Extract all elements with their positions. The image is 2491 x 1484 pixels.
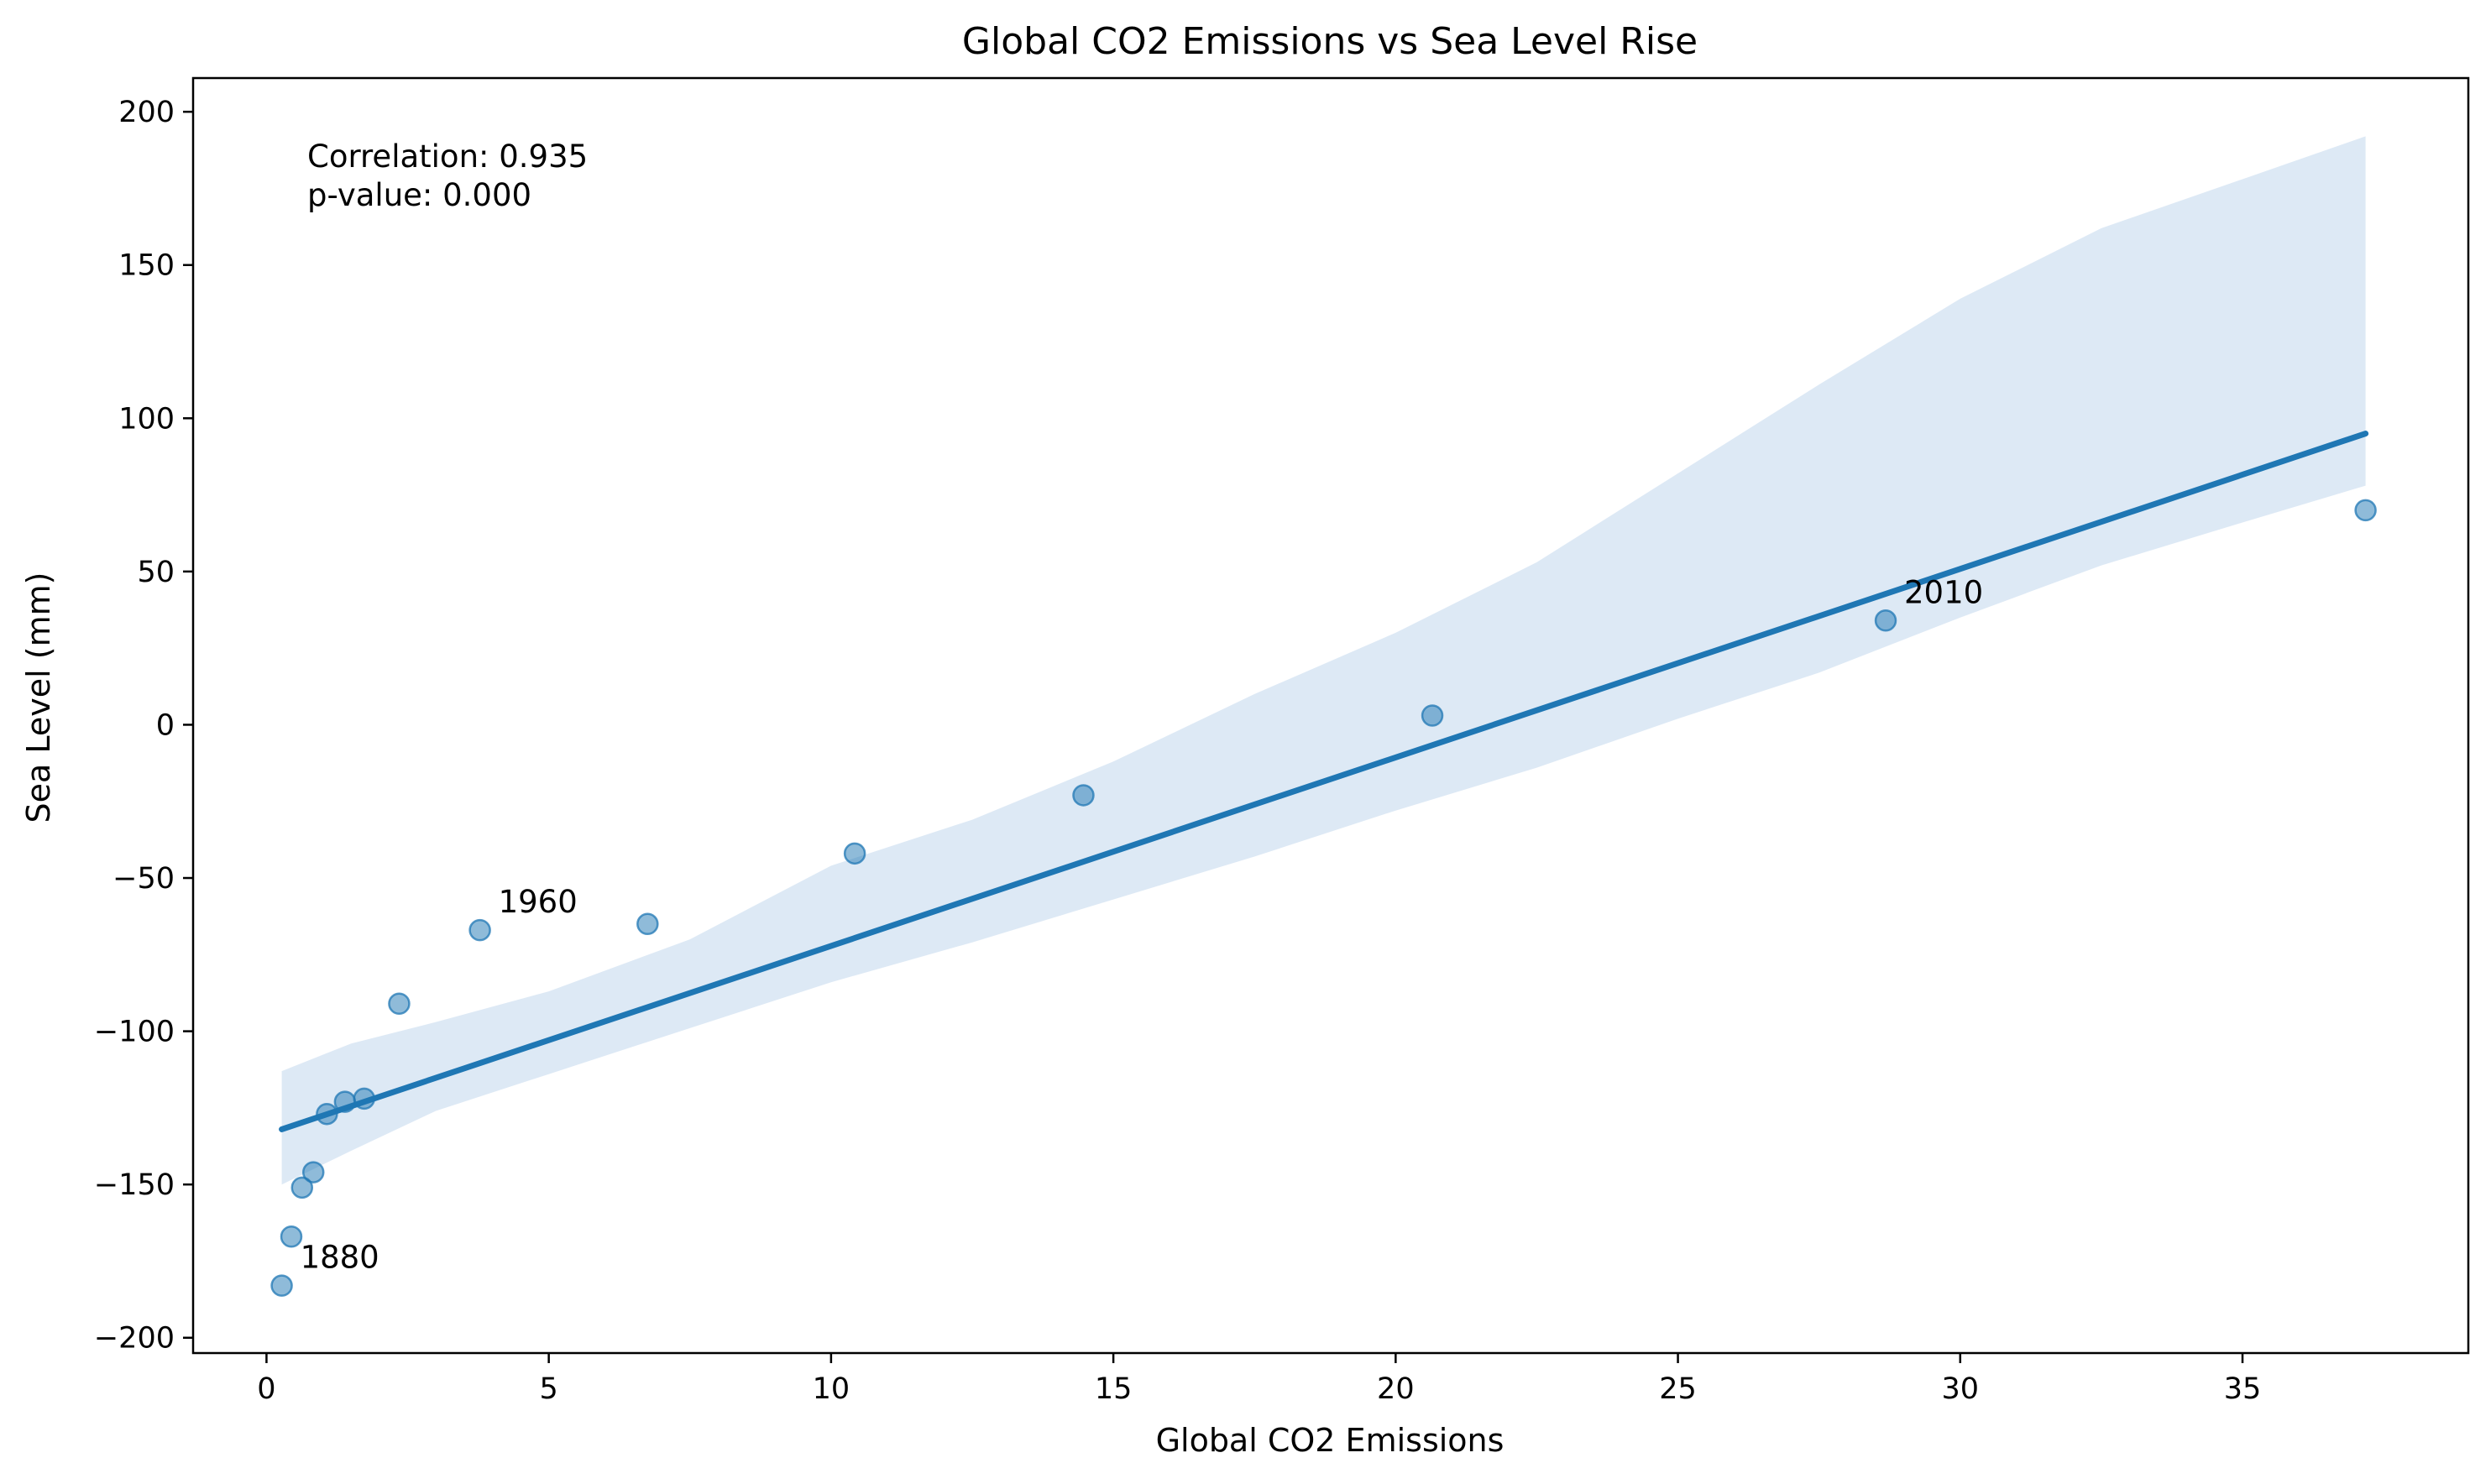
y-tick-label: −150	[94, 1168, 175, 1202]
regression-line-layer	[279, 431, 2369, 1132]
data-point-3	[290, 1176, 314, 1199]
x-tick-label: 20	[1377, 1372, 1415, 1406]
y-tick-label: 0	[156, 708, 175, 742]
y-axis-ticks: −200 −150 −100 −50 0 50 100 150 200	[94, 96, 193, 1356]
confidence-band	[281, 136, 2366, 1185]
data-points-layer	[270, 499, 2377, 1297]
confidence-band-layer	[281, 136, 2366, 1185]
x-tick-label: 0	[257, 1372, 275, 1406]
point-annotations-layer: 1880 1960 2010	[301, 574, 1984, 1275]
data-point-10	[636, 912, 659, 936]
y-tick-label: 200	[118, 96, 175, 129]
y-tick-label: 100	[118, 402, 175, 436]
data-point-13	[1421, 704, 1444, 727]
data-point-6	[333, 1090, 357, 1113]
y-tick-label: 150	[118, 249, 175, 283]
y-tick-label: −50	[113, 862, 175, 896]
y-tick-label: −200	[94, 1322, 175, 1356]
data-point-8	[388, 992, 411, 1015]
data-point-2	[280, 1225, 303, 1248]
y-axis-label: Sea Level (mm)	[20, 572, 57, 823]
x-tick-label: 35	[2224, 1372, 2262, 1406]
data-point-9	[468, 918, 491, 942]
data-point-11	[843, 842, 866, 865]
y-tick-label: 50	[137, 556, 175, 589]
p-value-text: p-value: 0.000	[307, 177, 531, 213]
x-axis-label: Global CO2 Emissions	[1156, 1422, 1505, 1459]
regression-line	[279, 431, 2369, 1132]
data-point-12	[1072, 784, 1095, 807]
x-axis-ticks: 0 5 10 15 20 25 30 35	[257, 1353, 2261, 1406]
data-point-14	[1874, 609, 1897, 632]
annotation-2010: 2010	[1904, 574, 1983, 610]
annotation-1960: 1960	[499, 884, 578, 920]
x-tick-label: 10	[813, 1372, 850, 1406]
data-point-7	[353, 1087, 376, 1110]
plot-area-frame	[191, 76, 2470, 1355]
annotation-1880: 1880	[301, 1240, 379, 1276]
correlation-text: Correlation: 0.935	[307, 138, 588, 175]
data-point-15	[2354, 499, 2377, 522]
x-tick-label: 25	[1659, 1372, 1697, 1406]
x-tick-label: 30	[1942, 1372, 1980, 1406]
y-tick-label: −100	[94, 1016, 175, 1049]
x-tick-label: 15	[1095, 1372, 1133, 1406]
data-point-4	[301, 1161, 325, 1184]
chart-title: Global CO2 Emissions vs Sea Level Rise	[962, 20, 1698, 63]
x-tick-label: 5	[540, 1372, 558, 1406]
data-point-5	[316, 1102, 338, 1126]
data-point-1	[270, 1274, 293, 1297]
